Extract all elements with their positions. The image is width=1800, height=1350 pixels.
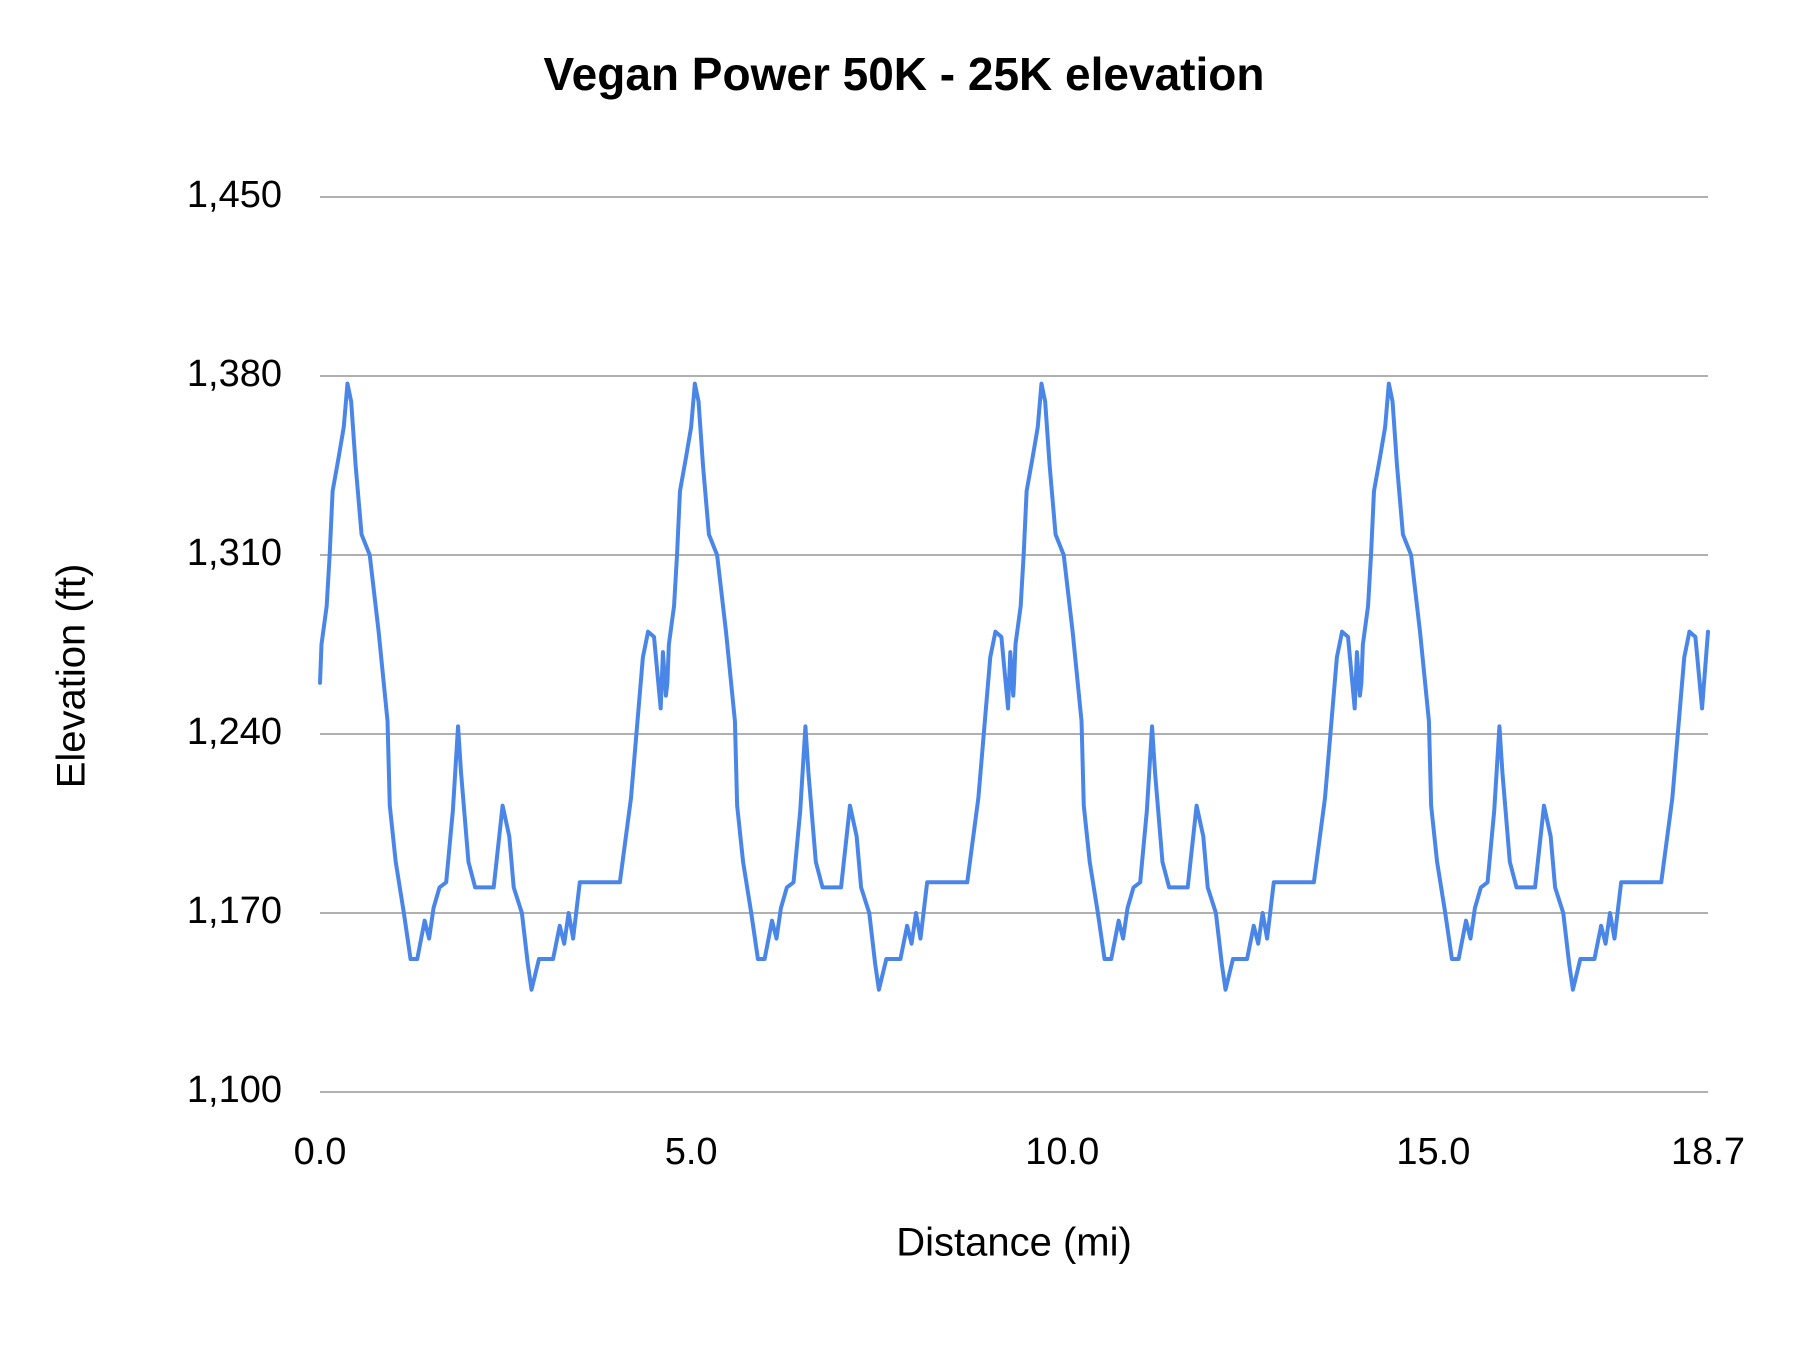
y-tick-label: 1,310 [187,532,282,574]
x-tick-label: 5.0 [665,1131,718,1173]
y-tick-label: 1,380 [187,353,282,395]
x-tick-label: 18.7 [1671,1131,1745,1173]
x-tick-label: 15.0 [1396,1131,1470,1173]
y-axis-title: Elevation (ft) [50,564,94,789]
elevation-line [318,381,1710,992]
chart-title: Vegan Power 50K - 25K elevation [544,48,1265,100]
y-tick-label: 1,450 [187,174,282,216]
x-tick-label: 10.0 [1025,1131,1099,1173]
y-tick-label: 1,170 [187,890,282,932]
x-tick-label: 0.0 [294,1131,347,1173]
y-tick-label: 1,240 [187,711,282,753]
x-axis-title: Distance (mi) [896,1221,1132,1265]
y-tick-label: 1,100 [187,1069,282,1111]
